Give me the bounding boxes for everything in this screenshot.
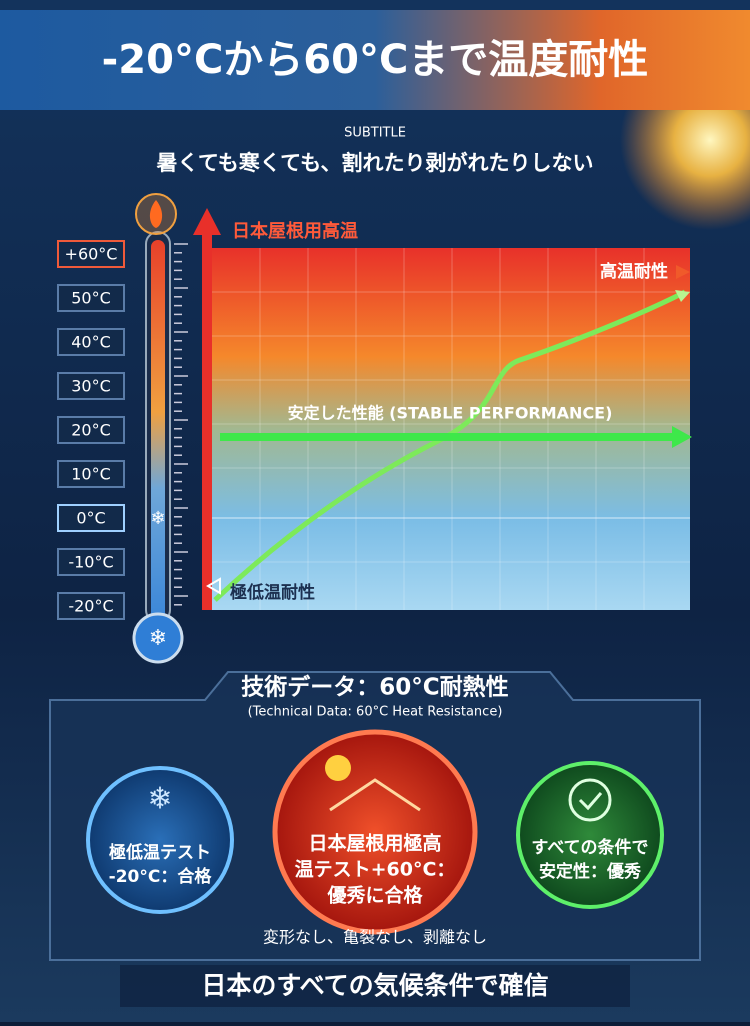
grid <box>212 248 690 610</box>
label-box <box>57 504 125 532</box>
footer: 日本のすべての気候条件で確信 <box>201 971 548 1000</box>
footer-band <box>120 965 630 1007</box>
sun-icon <box>325 755 351 781</box>
check-mark <box>578 792 603 811</box>
subtitle: 暑くても寒くても、割れたり剥がれたりしない <box>156 151 593 175</box>
circle-high <box>272 729 478 935</box>
label: SUBTITLE <box>344 126 406 141</box>
note: 変形なし、亀裂なし、剥離なし <box>263 928 487 947</box>
roof-icon <box>329 778 421 812</box>
label-box <box>57 328 125 356</box>
circle-text: 優秀に合格 <box>326 884 423 907</box>
circle-stable <box>516 761 664 909</box>
curve-arrowhead <box>675 290 690 302</box>
top-label: 日本屋根用高温 <box>232 220 358 242</box>
temperature-label: -20°C <box>68 597 113 616</box>
high-icon <box>676 265 690 279</box>
temperature-label: +60°C <box>65 245 118 264</box>
flame <box>149 200 163 228</box>
label-box <box>57 548 125 576</box>
axis-arrow <box>202 230 212 610</box>
circle-text: すべての条件で <box>531 837 648 858</box>
circle-text: 安定性：優秀 <box>539 861 641 882</box>
snow-icon: ❄ <box>149 626 167 651</box>
thermo-fill <box>151 240 165 622</box>
temperature-label: 10°C <box>71 465 111 484</box>
snow-small: ❄ <box>150 508 165 529</box>
temperature-label: -10°C <box>68 553 113 572</box>
circle-text: 日本屋根用極高 <box>308 832 441 855</box>
plot-area <box>212 248 690 610</box>
label-box <box>57 240 125 268</box>
low-icon <box>206 577 221 595</box>
circle-text: 極低温テスト <box>109 842 211 863</box>
axis-arrowhead <box>193 208 221 235</box>
temperature-labels: +60°C 50°C 40°C 30°C 20°C 10°C 0°C -10°C -20°C <box>57 240 125 620</box>
label-box <box>57 284 125 312</box>
frost-icon: ❄ <box>147 782 172 817</box>
label-box <box>57 372 125 400</box>
title: -20°Cから60°Cまで温度耐性 <box>102 37 649 83</box>
label-box <box>57 592 125 620</box>
thermo-ticks <box>174 243 188 606</box>
circle-text: 温テスト+60°C： <box>295 859 456 881</box>
temperature-label: 50°C <box>71 289 111 308</box>
panel-title: 技術データ：60°C耐熱性 <box>241 674 508 701</box>
rising-curve <box>213 289 687 602</box>
circle-low <box>86 766 234 914</box>
circle-text: -20°C：合格 <box>109 866 213 887</box>
stable-arrowhead <box>672 426 692 448</box>
panel-subtitle: (Technical Data: 60°C Heat Resistance) <box>248 705 503 720</box>
temperature-label: 40°C <box>71 333 111 352</box>
low-label: 極低温耐性 <box>230 582 315 603</box>
high-label: 高温耐性 <box>600 261 668 282</box>
check-icon <box>568 778 612 822</box>
label-box <box>57 460 125 488</box>
temperature-label: 30°C <box>71 377 111 396</box>
label-box <box>57 416 125 444</box>
temperature-label: 0°C <box>76 509 105 528</box>
stable-label: 安定した性能 (STABLE PERFORMANCE) <box>288 404 613 423</box>
thermo-bulb <box>132 612 184 664</box>
banner <box>0 10 750 110</box>
temperature-label: 20°C <box>71 421 111 440</box>
